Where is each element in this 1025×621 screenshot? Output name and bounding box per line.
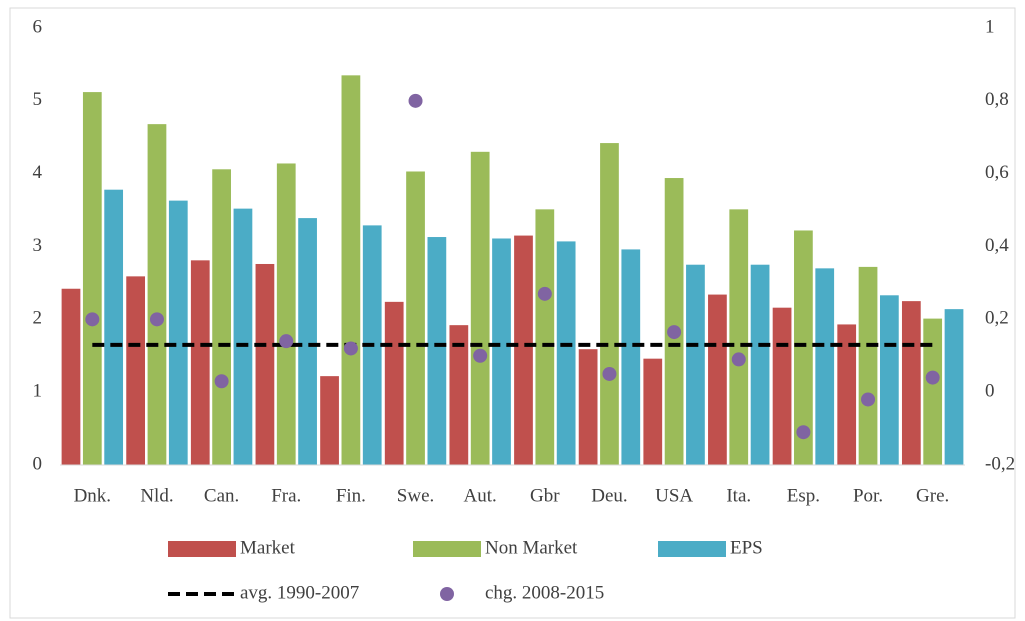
x-tick-label: Fra. [271, 485, 301, 506]
bar [858, 266, 878, 465]
x-tick-label: Fin. [336, 485, 366, 506]
bar [729, 209, 749, 465]
bar [901, 301, 921, 465]
bar [427, 237, 447, 465]
bar [406, 171, 425, 465]
bar [82, 92, 102, 466]
point [343, 341, 358, 356]
y2-tick-label: 0,4 [985, 235, 1009, 256]
bar [879, 295, 899, 465]
x-tick-label: Can. [204, 485, 239, 506]
x-tick-label: Por. [853, 485, 883, 506]
x-tick-label: Gbr [530, 485, 560, 506]
point [149, 312, 164, 327]
bar [104, 189, 124, 465]
legend-label: Market [240, 537, 296, 558]
point [667, 325, 682, 340]
bar [923, 318, 943, 465]
bar [535, 209, 555, 465]
legend-swatch [658, 541, 726, 557]
y2-tick-label: 0 [985, 381, 995, 402]
bar [514, 235, 533, 465]
bar [168, 200, 188, 466]
x-tick-label: Deu. [591, 485, 627, 506]
y-tick-label: 6 [33, 16, 43, 37]
x-tick-label: Nld. [140, 485, 173, 506]
x-tick-label: Swe. [397, 485, 434, 506]
y-tick-label: 0 [33, 453, 43, 474]
x-tick-label: USA [655, 485, 693, 506]
y-tick-label: 3 [33, 235, 43, 256]
legend-swatch [440, 587, 454, 601]
y-tick-label: 4 [33, 162, 43, 183]
bar [298, 218, 317, 465]
x-tick-label: Esp. [787, 485, 820, 506]
bar [815, 268, 835, 465]
bar [255, 263, 275, 465]
point [537, 286, 552, 301]
point [473, 348, 488, 363]
bar [276, 163, 296, 465]
bar [61, 288, 81, 465]
y2-tick-label: 0,8 [985, 89, 1009, 110]
bar [837, 324, 857, 465]
bar [341, 75, 361, 465]
point [279, 334, 294, 349]
y-tick-label: 2 [33, 308, 43, 329]
bar [126, 276, 146, 465]
bar [147, 124, 167, 465]
y2-tick-label: 1 [985, 16, 995, 37]
bar [750, 264, 770, 465]
point [214, 374, 229, 389]
bar [621, 249, 641, 465]
legend-label: avg. 1990-2007 [240, 582, 359, 603]
point [602, 366, 617, 381]
bar [772, 307, 792, 465]
legend-label: chg. 2008-2015 [485, 582, 604, 603]
bar [212, 169, 231, 465]
bar [944, 309, 964, 465]
y2-tick-label: 0,2 [985, 308, 1009, 329]
bar [556, 241, 576, 465]
bar [600, 143, 619, 465]
point [861, 392, 876, 407]
point [408, 93, 423, 108]
x-tick-label: Gre. [916, 485, 949, 506]
point [796, 425, 811, 440]
x-tick-label: Aut. [464, 485, 497, 506]
legend-label: Non Market [485, 537, 578, 558]
legend-swatch [413, 541, 481, 557]
bar [686, 264, 705, 465]
bar [643, 358, 663, 465]
x-tick-label: Dnk. [74, 485, 111, 506]
y-tick-label: 1 [33, 381, 43, 402]
y2-tick-label: -0,2 [985, 453, 1015, 474]
y-tick-label: 5 [33, 89, 43, 110]
point [925, 370, 940, 385]
bar [190, 260, 210, 465]
bar [708, 294, 727, 465]
bar [233, 208, 253, 466]
legend-swatch [168, 541, 236, 557]
point [85, 312, 100, 327]
y2-tick-label: 0,6 [985, 162, 1009, 183]
x-tick-label: Ita. [726, 485, 751, 506]
bar [794, 230, 813, 465]
bar [492, 238, 511, 465]
bar [578, 349, 598, 465]
bar [664, 178, 684, 465]
bar [320, 376, 339, 465]
bar [449, 325, 469, 465]
bar [384, 301, 404, 465]
point [731, 352, 746, 367]
legend-label: EPS [730, 537, 763, 558]
bar [470, 151, 490, 466]
